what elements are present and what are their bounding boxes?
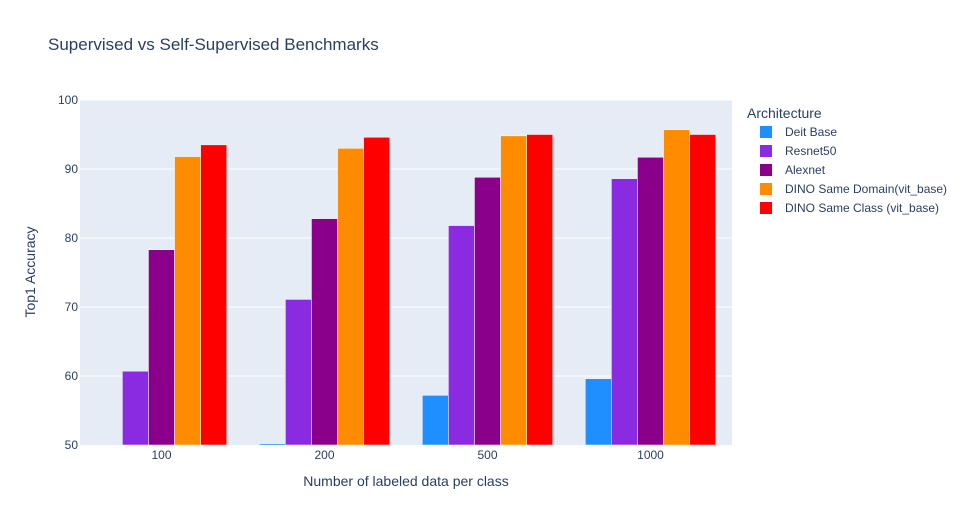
y-tick-label: 100	[58, 93, 78, 107]
y-tick-labels: 50 60 70 80 90 100	[58, 93, 78, 452]
bar	[663, 129, 690, 446]
legend-title: Architecture	[747, 105, 822, 121]
bar	[285, 299, 312, 446]
legend-swatch	[760, 164, 772, 176]
legend-label: Resnet50	[785, 144, 837, 158]
y-tick-label: 70	[65, 300, 79, 314]
legend-label: Deit Base	[785, 125, 837, 139]
bar	[526, 134, 553, 446]
legend-label: DINO Same Class (vit_base)	[785, 201, 939, 215]
legend-swatch	[760, 126, 772, 138]
bar	[363, 137, 390, 446]
bar	[311, 218, 338, 446]
x-tick-label: 100	[151, 448, 171, 462]
legend-swatch	[760, 183, 772, 195]
y-tick-label: 80	[65, 231, 79, 245]
y-axis-title: Top1 Accuracy	[22, 226, 38, 317]
legend-items: Deit Base Resnet50 Alexnet DINO Same Domain…	[760, 125, 947, 215]
bar	[337, 148, 364, 446]
bar	[689, 134, 716, 446]
bar	[200, 144, 227, 446]
bar	[448, 225, 475, 446]
x-axis-title: Number of labeled data per class	[303, 473, 508, 489]
bar	[122, 370, 149, 446]
bar	[500, 135, 527, 446]
legend: Architecture Deit Base Resnet50 Alexnet DIN…	[747, 105, 947, 215]
bar	[422, 395, 449, 446]
bar	[259, 443, 286, 446]
legend-label: DINO Same Domain(vit_base)	[785, 182, 947, 196]
bar	[174, 156, 201, 446]
bar	[585, 378, 612, 446]
bars	[122, 129, 716, 446]
x-tick-label: 200	[314, 448, 334, 462]
bar	[474, 177, 501, 446]
y-tick-label: 60	[65, 369, 79, 383]
chart-title: Supervised vs Self-Supervised Benchmarks	[48, 35, 379, 54]
x-tick-labels: 100 200 500 1000	[151, 448, 664, 462]
bar	[148, 249, 175, 446]
legend-swatch	[760, 145, 772, 157]
bar	[637, 157, 664, 446]
legend-label: Alexnet	[785, 163, 826, 177]
x-tick-label: 1000	[637, 448, 664, 462]
x-tick-label: 500	[477, 448, 497, 462]
bar	[611, 178, 638, 446]
y-tick-label: 90	[65, 162, 79, 176]
legend-swatch	[760, 202, 772, 214]
y-tick-label: 50	[65, 438, 79, 452]
